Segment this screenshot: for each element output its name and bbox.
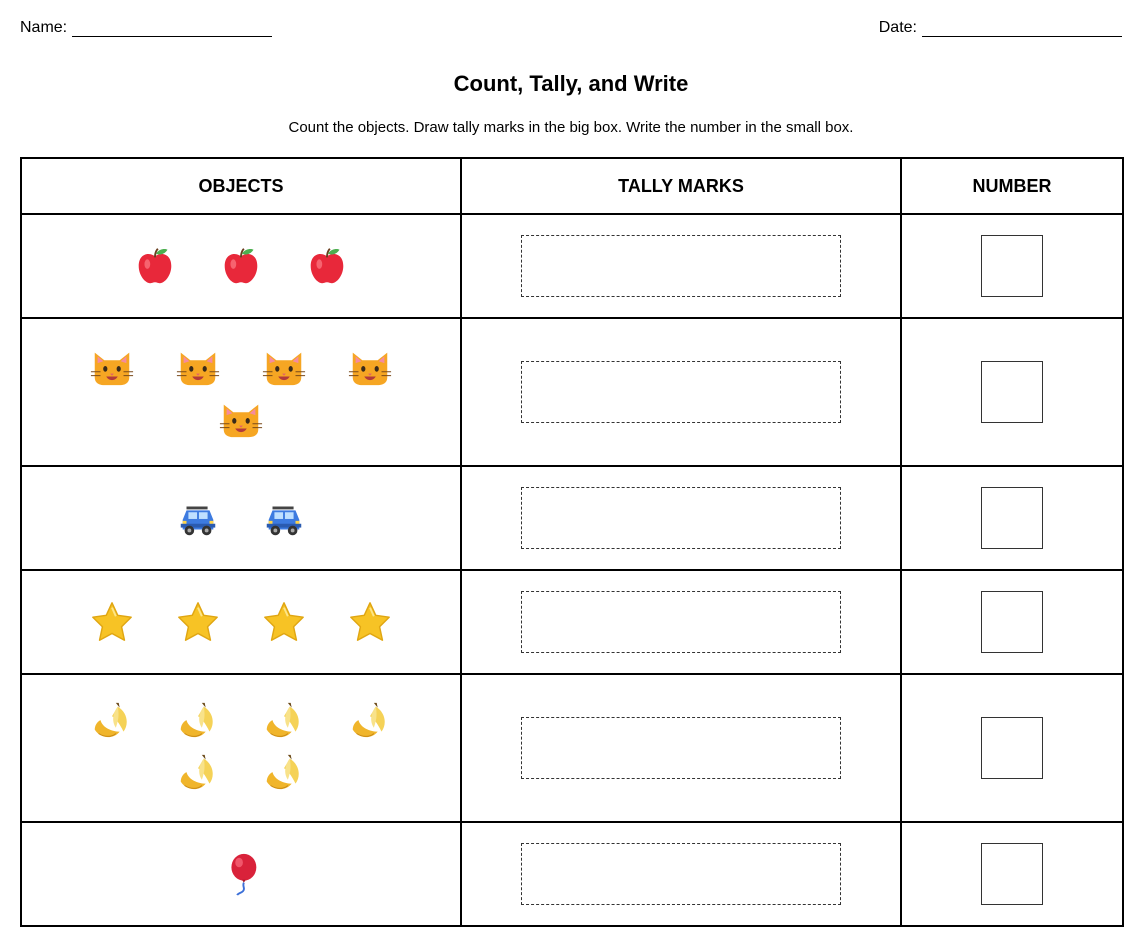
header-row: Name: Date: — [20, 19, 1122, 39]
number-box[interactable] — [981, 361, 1043, 423]
name-line[interactable] — [72, 21, 273, 37]
apple-icon — [112, 240, 198, 292]
cat-face-icon — [241, 340, 327, 392]
tally-box[interactable] — [521, 235, 841, 297]
number-cell — [900, 673, 1124, 823]
objects-cell — [20, 465, 462, 571]
number-cell — [900, 317, 1124, 467]
number-cell — [900, 465, 1124, 571]
tally-box[interactable] — [521, 361, 841, 423]
tally-box[interactable] — [521, 843, 841, 905]
number-box[interactable] — [981, 717, 1043, 779]
table-row — [20, 673, 1124, 823]
banana-icon — [155, 696, 241, 748]
tally-cell — [460, 465, 902, 571]
column-header-tally: TALLY MARKS — [460, 157, 902, 215]
banana-icon — [241, 696, 327, 748]
banana-icon — [241, 748, 327, 800]
objects-group — [69, 696, 413, 800]
objects-group — [69, 848, 413, 900]
objects-cell — [20, 821, 462, 927]
column-header-objects: OBJECTS — [20, 157, 462, 215]
objects-cell — [20, 317, 462, 467]
star-icon — [69, 596, 155, 648]
tally-cell — [460, 213, 902, 319]
number-cell — [900, 569, 1124, 675]
table-row — [20, 317, 1124, 467]
balloon-icon — [198, 848, 284, 900]
banana-icon — [327, 696, 413, 748]
number-cell — [900, 213, 1124, 319]
objects-group — [69, 240, 413, 292]
tally-cell — [460, 317, 902, 467]
instructions: Count the objects. Draw tally marks in t… — [288, 119, 854, 136]
name-label: Name: — [20, 19, 68, 36]
table-row — [20, 569, 1124, 675]
cat-face-icon — [155, 340, 241, 392]
date-field[interactable]: Date: — [879, 19, 1122, 37]
worksheet-table: OBJECTS TALLY MARKS NUMBER — [20, 157, 1124, 927]
car-icon — [241, 492, 327, 544]
page-title: Count, Tally, and Write — [453, 71, 689, 96]
apple-icon — [284, 240, 370, 292]
tally-cell — [460, 673, 902, 823]
objects-group — [69, 492, 413, 544]
cat-face-icon — [69, 340, 155, 392]
tally-cell — [460, 569, 902, 675]
tally-cell — [460, 821, 902, 927]
table-row — [20, 465, 1124, 571]
number-box[interactable] — [981, 487, 1043, 549]
apple-icon — [198, 240, 284, 292]
name-field[interactable]: Name: — [20, 19, 273, 37]
objects-cell — [20, 213, 462, 319]
car-icon — [155, 492, 241, 544]
objects-cell — [20, 673, 462, 823]
tally-box[interactable] — [521, 591, 841, 653]
objects-group — [69, 596, 413, 648]
cat-face-icon — [327, 340, 413, 392]
table-row — [20, 213, 1124, 319]
banana-icon — [155, 748, 241, 800]
number-cell — [900, 821, 1124, 927]
number-box[interactable] — [981, 235, 1043, 297]
star-icon — [327, 596, 413, 648]
objects-cell — [20, 569, 462, 675]
tally-box[interactable] — [521, 717, 841, 779]
star-icon — [155, 596, 241, 648]
tally-box[interactable] — [521, 487, 841, 549]
date-line[interactable] — [922, 21, 1122, 37]
objects-group — [69, 340, 413, 444]
banana-icon — [69, 696, 155, 748]
number-box[interactable] — [981, 843, 1043, 905]
cat-face-icon — [198, 392, 284, 444]
table-row — [20, 821, 1124, 927]
header-row-table: OBJECTS TALLY MARKS NUMBER — [20, 157, 1124, 215]
number-box[interactable] — [981, 591, 1043, 653]
star-icon — [241, 596, 327, 648]
date-label: Date: — [878, 19, 917, 36]
column-header-number: NUMBER — [900, 157, 1124, 215]
